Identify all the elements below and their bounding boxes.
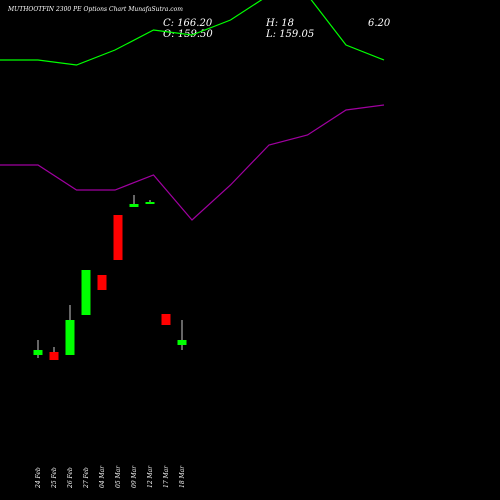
x-tick-label-6: 05 Mar — [115, 465, 122, 488]
candle-body-4 — [81, 270, 91, 315]
x-tick-label-7: 09 Mar — [131, 465, 138, 488]
x-tick-label-9: 17 Mar — [163, 465, 170, 488]
candle-body-10 — [177, 340, 187, 345]
candle-body-5 — [97, 275, 107, 290]
overlay-line-2 — [0, 104, 385, 221]
x-tick-label-3: 26 Feb — [67, 467, 74, 489]
chart-title: MUTHOOTFIN 2300 PE Options Chart MunafaS… — [8, 6, 183, 13]
candle-body-7 — [129, 204, 139, 207]
change-value: 6.20 — [368, 18, 391, 29]
x-tick-label-5: 04 Mar — [99, 465, 106, 488]
candle-body-6 — [113, 215, 123, 260]
close-value: C: 166.20 — [163, 18, 213, 29]
overlay-line-1 — [0, 0, 385, 66]
x-tick-label-8: 12 Mar — [147, 465, 154, 488]
x-tick-label-10: 18 Mar — [179, 465, 186, 488]
x-tick-label-4: 27 Feb — [83, 467, 90, 489]
candle-body-3 — [65, 320, 75, 355]
high-value: H: 18 — [266, 18, 294, 29]
x-tick-label-1: 24 Feb — [35, 467, 42, 489]
low-value: L: 159.05 — [266, 29, 315, 40]
candle-body-2 — [49, 352, 59, 360]
candle-body-1 — [33, 350, 43, 355]
candle-body-8 — [145, 202, 155, 204]
x-tick-label-2: 25 Feb — [51, 467, 58, 489]
candle-body-9 — [161, 314, 171, 325]
